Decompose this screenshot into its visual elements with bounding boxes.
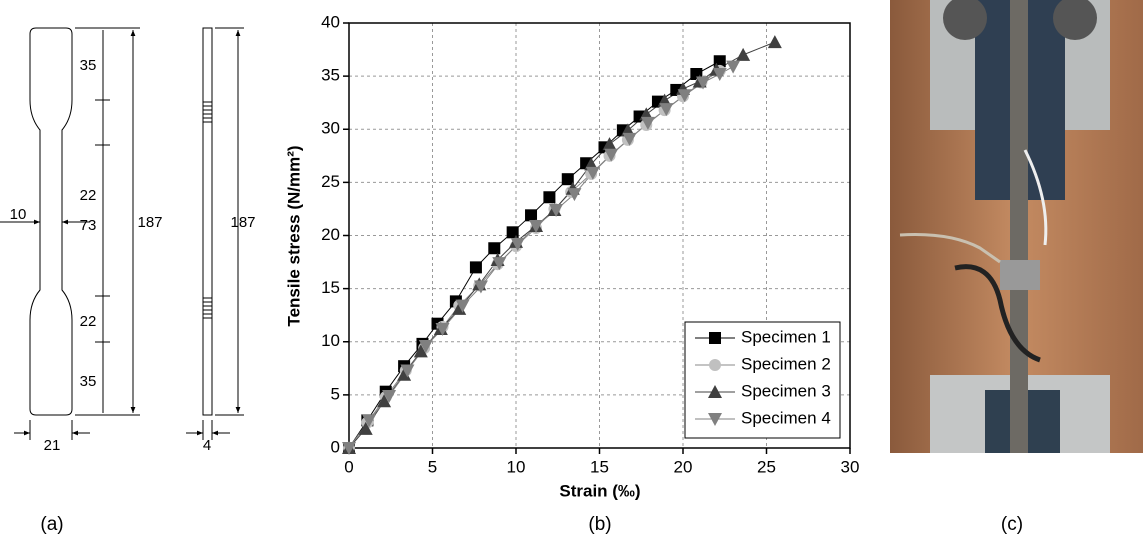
x-tick-label: 25 (757, 457, 776, 476)
marker (469, 261, 482, 274)
dimension: 4 (203, 437, 211, 454)
marker (397, 367, 412, 381)
y-tick-label: 0 (331, 437, 340, 456)
panel-label: (c) (1001, 514, 1023, 535)
marker (342, 442, 356, 455)
legend-label: Specimen 2 (741, 354, 831, 373)
dimension: 35 (80, 57, 97, 74)
test-photo (890, 0, 1143, 453)
marker (455, 299, 470, 313)
legend: Specimen 1 Specimen 2 Specimen 3 Specimen 4 (684, 321, 841, 439)
y-tick-label: 10 (321, 331, 340, 350)
y-tick-label: 30 (321, 119, 340, 138)
marker (473, 280, 488, 294)
x-tick-label: 15 (590, 457, 609, 476)
marker (525, 209, 538, 222)
marker (377, 394, 392, 408)
marker (358, 421, 373, 435)
marker (418, 340, 433, 353)
specimen-drawing (0, 27, 244, 440)
legend-marker (708, 413, 722, 426)
x-axis-label: Strain (‰) (559, 481, 640, 500)
x-tick-label: 5 (428, 457, 437, 476)
x-tick-label: 0 (344, 457, 353, 476)
marker (362, 414, 377, 428)
marker (506, 226, 519, 239)
y-tick-label: 20 (321, 225, 340, 244)
y-tick-label: 40 (321, 12, 340, 31)
marker (640, 116, 655, 130)
marker (488, 242, 501, 255)
x-tick-label: 30 (841, 457, 860, 476)
y-tick-label: 15 (321, 278, 340, 297)
marker (492, 257, 507, 271)
marker (585, 166, 600, 180)
dimension: 21 (44, 437, 61, 454)
marker (726, 60, 741, 74)
marker (400, 364, 415, 378)
y-tick-label: 35 (321, 66, 340, 85)
dimension: 10 (10, 206, 27, 223)
y-axis-label: Tensile stress (N/mm²) (284, 145, 303, 326)
marker (736, 47, 751, 61)
dimension: 35 (80, 373, 97, 390)
marker (604, 148, 619, 162)
marker (696, 76, 711, 90)
marker (767, 35, 782, 49)
legend-label: Specimen 1 (741, 327, 831, 346)
marker (561, 173, 574, 186)
legend-label: Specimen 3 (741, 381, 831, 400)
marker (622, 132, 637, 146)
series-line (348, 60, 720, 449)
marker (510, 238, 525, 251)
marker (567, 188, 582, 202)
y-tick-label: 25 (321, 172, 340, 191)
marker (549, 204, 564, 217)
marker (659, 103, 674, 117)
legend-label: Specimen 4 (741, 408, 831, 427)
marker (712, 68, 727, 81)
marker (413, 344, 428, 358)
dimension: 187 (137, 214, 162, 231)
series-line (348, 70, 721, 449)
marker (382, 389, 397, 403)
x-tick-label: 20 (674, 457, 693, 476)
dimension: 187 (230, 214, 255, 231)
x-tick-label: 10 (507, 457, 526, 476)
panel-label: (a) (40, 514, 63, 535)
dimension: 73 (80, 217, 97, 234)
series-line (348, 66, 734, 449)
dimension: 22 (80, 313, 97, 330)
marker (602, 137, 617, 151)
legend-marker (709, 332, 721, 344)
panel-label: (b) (588, 514, 611, 535)
marker (435, 323, 450, 336)
plot: 0 5 10 15 20 25 30 0 5 10 15 20 25 30 35 40 (321, 12, 859, 476)
legend-marker (709, 359, 721, 371)
legend-marker (708, 385, 722, 398)
y-tick-label: 5 (331, 384, 340, 403)
dimension: 22 (80, 187, 97, 204)
marker (543, 191, 556, 204)
marker (529, 219, 544, 233)
plot-frame (348, 22, 851, 449)
marker (677, 89, 692, 103)
